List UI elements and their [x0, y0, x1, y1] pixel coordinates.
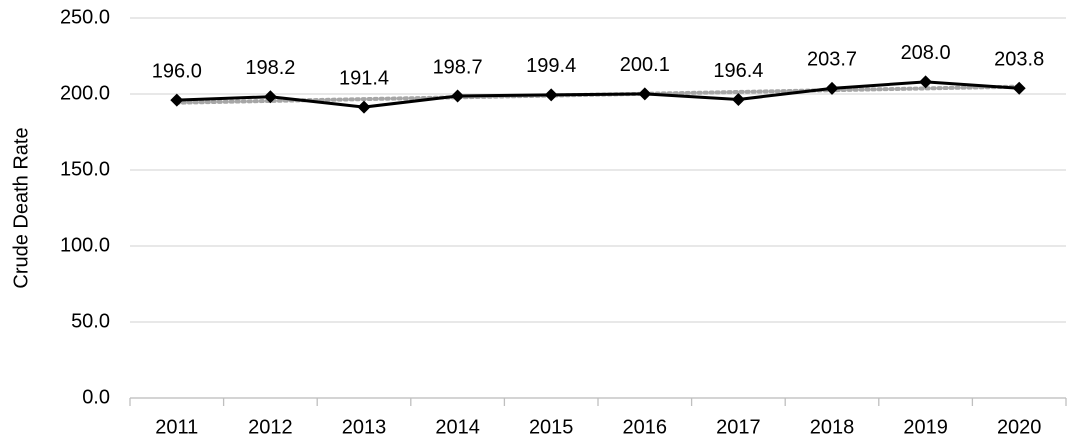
x-tick-label: 2018 [810, 416, 855, 438]
data-label: 198.7 [433, 56, 483, 78]
data-point [731, 92, 745, 106]
y-tick-label: 200.0 [60, 82, 110, 104]
data-point [357, 100, 371, 114]
data-point [825, 81, 839, 95]
data-label: 196.0 [152, 60, 202, 82]
data-point [919, 75, 933, 89]
x-tick-label: 2019 [903, 416, 948, 438]
x-tick-label: 2013 [342, 416, 387, 438]
x-tick-label: 2017 [716, 416, 761, 438]
data-label: 198.2 [245, 57, 295, 79]
y-tick-label: 0.0 [82, 386, 110, 408]
data-label: 191.4 [339, 67, 389, 89]
data-point [451, 89, 465, 103]
y-tick-label: 50.0 [71, 310, 110, 332]
y-axis-title: Crude Death Rate [10, 127, 32, 288]
y-tick-label: 150.0 [60, 158, 110, 180]
data-line [176, 80, 1020, 109]
data-label: 203.8 [994, 49, 1044, 71]
data-point [170, 93, 184, 107]
data-point [1012, 81, 1026, 95]
data-label: 203.7 [807, 49, 857, 71]
y-tick-label: 250.0 [60, 6, 110, 28]
data-label: 208.0 [901, 42, 951, 64]
x-tick-label: 2012 [248, 416, 293, 438]
data-label: 199.4 [526, 55, 576, 77]
data-label: 200.1 [620, 54, 670, 76]
data-label: 196.4 [713, 60, 763, 82]
data-point [638, 87, 652, 101]
x-tick-label: 2014 [435, 416, 480, 438]
x-tick-label: 2011 [155, 416, 198, 438]
x-tick-label: 2016 [623, 416, 668, 438]
data-point [263, 90, 277, 104]
x-tick-label: 2020 [997, 416, 1042, 438]
y-tick-label: 100.0 [60, 234, 110, 256]
data-point [544, 88, 558, 102]
x-tick-label: 2015 [529, 416, 574, 438]
